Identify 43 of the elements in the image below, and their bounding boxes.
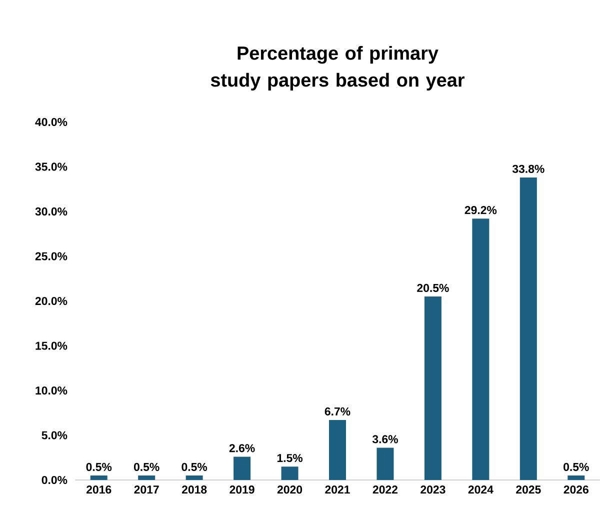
data-label: 2.6% (229, 444, 255, 452)
data-label: 33.8% (512, 164, 544, 173)
y-tick-label: 25.0% (35, 252, 68, 260)
y-tick-label: 5.0% (42, 431, 68, 440)
x-tick-label: 2025 (516, 486, 541, 494)
data-label: 3.6% (372, 435, 398, 444)
data-label: 20.5% (417, 284, 449, 292)
x-tick-label: 2019 (230, 486, 254, 494)
data-label: 0.5% (182, 462, 208, 471)
bar (520, 177, 537, 480)
bar (281, 466, 298, 480)
bar (376, 448, 394, 480)
y-tick-label: 10.0% (36, 386, 68, 395)
bar (568, 476, 585, 480)
data-label: 0.5% (134, 462, 160, 471)
y-tick-label: 15.0% (36, 342, 68, 350)
x-tick-label: 2020 (277, 486, 302, 494)
data-label: 0.5% (564, 462, 589, 471)
data-label: 0.5% (86, 462, 112, 471)
y-tick-label: 40.0% (35, 118, 68, 126)
x-tick-label: 2018 (182, 486, 207, 494)
x-tick-label: 2021 (325, 486, 350, 494)
x-tick-label: 2016 (86, 486, 112, 494)
y-tick-label: 0.0% (42, 476, 68, 484)
x-tick-label: 2023 (420, 486, 446, 494)
bar (186, 476, 203, 480)
data-label: 1.5% (277, 454, 303, 462)
data-label: 29.2% (464, 206, 497, 214)
x-tick-label: 2024 (468, 486, 494, 494)
y-tick-label: 30.0% (35, 207, 68, 216)
x-tick-label: 2022 (372, 486, 398, 494)
bar (329, 420, 346, 480)
data-label: 6.7% (324, 407, 350, 416)
x-tick-label: 2026 (564, 486, 588, 494)
x-tick-label: 2017 (134, 486, 159, 494)
bar (90, 476, 108, 480)
bar (138, 476, 156, 480)
bar (234, 456, 251, 480)
y-tick-label: 20.0% (35, 296, 68, 306)
bar (472, 218, 490, 480)
y-tick-label: 35.0% (35, 162, 68, 171)
chart-title: Percentage of primary study papers based on year (210, 46, 464, 90)
bar (424, 296, 442, 480)
